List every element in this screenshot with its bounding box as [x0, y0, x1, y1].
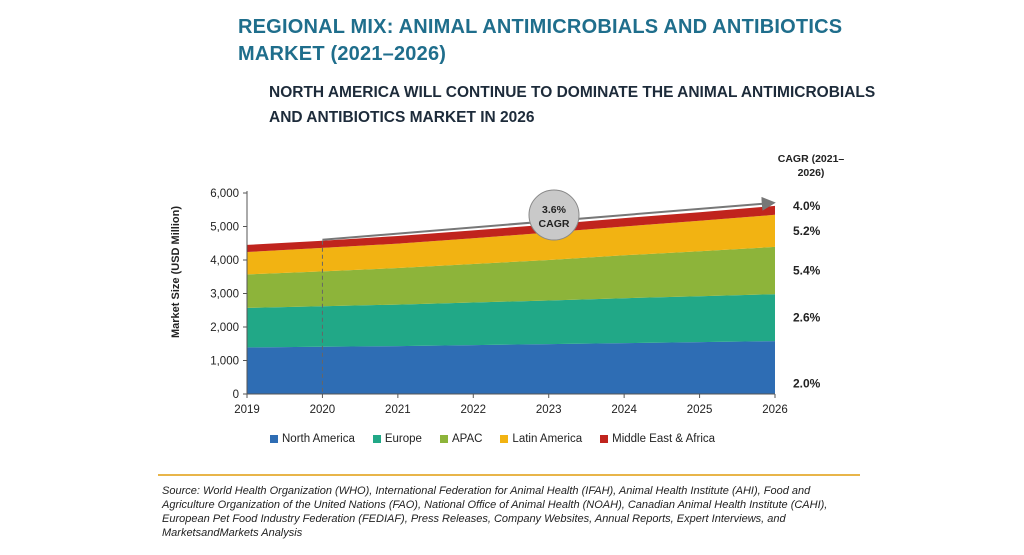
- legend-label: North America: [282, 433, 355, 445]
- y-tick-label: 3,000: [210, 289, 239, 301]
- y-tick-label: 5,000: [210, 222, 239, 234]
- x-tick-label: 2019: [234, 404, 260, 416]
- legend-swatch: [439, 435, 448, 443]
- x-tick-label: 2020: [310, 404, 336, 416]
- y-tick-label: 6,000: [210, 188, 239, 200]
- legend-swatch: [270, 435, 278, 443]
- source-note: Source: World Health Organization (WHO),…: [162, 485, 828, 539]
- x-tick-label: 2026: [762, 404, 788, 416]
- x-tick-label: 2023: [536, 404, 562, 416]
- legend-label: Europe: [384, 433, 422, 445]
- chart-title: REGIONAL MIX: ANIMAL ANTIMICROBIALS AND …: [238, 16, 843, 65]
- x-tick-label: 2022: [460, 404, 486, 416]
- cagr-value: 2.6%: [793, 311, 821, 325]
- y-tick-label: 1,000: [210, 356, 239, 368]
- legend-swatch: [372, 435, 381, 443]
- cagr-header: CAGR (2021–2026): [777, 153, 845, 179]
- area-apac: [247, 246, 775, 308]
- y-tick-label: 2,000: [210, 322, 239, 334]
- legend-label: Middle East & Africa: [612, 433, 716, 445]
- cagr-bubble-label: CAGR: [539, 218, 570, 230]
- cagr-bubble: [528, 189, 580, 241]
- y-tick-label: 0: [233, 389, 239, 401]
- legend-item: APAC: [439, 433, 483, 445]
- legend-swatch: [600, 435, 609, 443]
- cagr-value: 2.0%: [793, 376, 821, 390]
- legend-item: Middle East & Africa: [600, 433, 715, 445]
- legend: North America Europe APAC Latin America Midd…: [270, 433, 715, 445]
- legend-item: North America: [270, 433, 355, 445]
- y-tick-label: 4,000: [210, 255, 239, 267]
- legend-label: APAC: [451, 433, 483, 445]
- area-north-america: [247, 341, 775, 394]
- cagr-value: 4.0%: [793, 199, 821, 213]
- legend-label: Latin America: [512, 433, 583, 445]
- x-tick-label: 2025: [687, 404, 713, 416]
- area-latin-america: [247, 214, 775, 275]
- legend-item: Europe: [372, 433, 422, 445]
- legend-item: Latin America: [500, 433, 582, 445]
- chart-subtitle: NORTH AMERICA WILL CONTINUE TO DOMINATE …: [269, 84, 876, 126]
- area-europe: [247, 294, 775, 348]
- x-tick-label: 2021: [385, 404, 411, 416]
- cagr-value: 5.2%: [793, 224, 821, 238]
- source-divider: [158, 474, 860, 476]
- cagr-bubble-value: 3.6%: [542, 204, 567, 216]
- y-axis-title: Market Size (USD Million): [170, 205, 182, 338]
- legend-swatch: [500, 435, 509, 443]
- area-middle-east-africa: [247, 205, 775, 252]
- cagr-value: 5.4%: [793, 264, 821, 278]
- x-tick-label: 2024: [611, 404, 637, 416]
